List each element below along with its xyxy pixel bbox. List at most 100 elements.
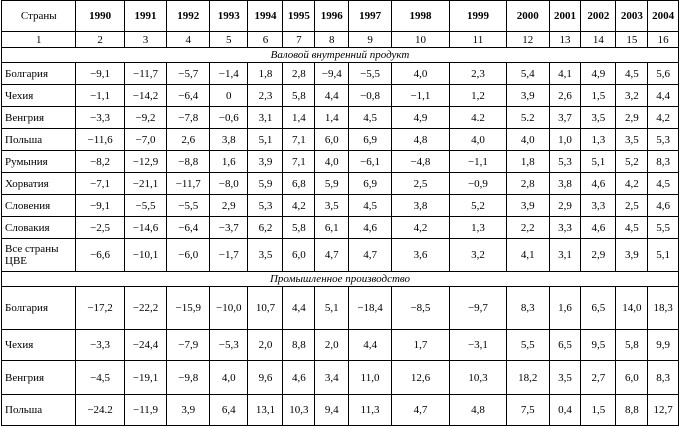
year-header: 1991 xyxy=(123,0,168,32)
table-cell: 3,5 xyxy=(247,238,284,272)
country-name: Чехия xyxy=(0,329,77,361)
table-cell: −1,4 xyxy=(209,62,249,85)
table-row: Румыния −8,2 −12,9 −8,8 1,6 3,9 7,1 4,0 −6,1 −4,8… xyxy=(0,150,679,173)
table-cell: 6,0 xyxy=(314,128,350,151)
table-cell: 4,5 xyxy=(348,194,392,217)
table-cell: 8,3 xyxy=(647,360,679,395)
table-cell: −17,2 xyxy=(75,286,125,330)
table-cell: −8,5 xyxy=(390,286,450,330)
table-cell: 6,5 xyxy=(548,329,582,361)
column-number: 9 xyxy=(348,31,392,48)
year-header: 1996 xyxy=(314,0,350,32)
table-cell: 4,0 xyxy=(390,62,450,85)
table-cell: 7,1 xyxy=(282,150,316,173)
table-cell: 4,7 xyxy=(314,238,350,272)
table-cell: 6,1 xyxy=(314,216,350,239)
year-header: 1998 xyxy=(390,0,450,32)
table-cell: 3,9 xyxy=(247,150,284,173)
table-cell: 4,9 xyxy=(580,62,617,85)
table-cell: 1,0 xyxy=(548,128,582,151)
table-cell: −11,7 xyxy=(123,62,168,85)
table-cell: −3,1 xyxy=(448,329,507,361)
table-cell: −22,2 xyxy=(123,286,168,330)
country-name: Чехия xyxy=(0,84,77,107)
table-cell: −1,7 xyxy=(209,238,249,272)
table-cell: 4,8 xyxy=(448,394,507,426)
column-number: 1 xyxy=(0,31,77,48)
table-cell: 1,5 xyxy=(580,84,617,107)
table-cell: 2,8 xyxy=(282,62,316,85)
table-cell: 2,0 xyxy=(314,329,350,361)
table-cell: 3,9 xyxy=(166,394,211,426)
country-name: Словения xyxy=(0,194,77,217)
table-row: Польша −24.2 −11,9 3,9 6,4 13,1 10,3 9,4 11,3 4,7… xyxy=(0,394,679,426)
table-row: Венгрия −3,3 −9,2 −7,8 −0,6 3,1 1,4 1,4 4,5 4,9 4.… xyxy=(0,106,679,129)
table-cell: 4,7 xyxy=(348,238,392,272)
table-cell: −0,8 xyxy=(348,84,392,107)
table-cell: 4,5 xyxy=(348,106,392,129)
table-cell: 4,1 xyxy=(505,238,550,272)
table-cell: 1,4 xyxy=(314,106,350,129)
country-name: Польша xyxy=(0,394,77,426)
year-header: 2003 xyxy=(615,0,649,32)
table-cell: 4,6 xyxy=(580,216,617,239)
column-number-row: 1 2 3 4 5 6 7 8 9 10 11 12 13 14 15 16 xyxy=(0,31,679,48)
table-cell: −3,3 xyxy=(75,106,125,129)
table-row: Болгария −17,2 −22,2 −15,9 −10,0 10,7 4,4 5,1 −1… xyxy=(0,286,679,330)
table-cell: 4.2 xyxy=(448,106,507,129)
table-cell: 2,3 xyxy=(448,62,507,85)
year-header: 2002 xyxy=(580,0,617,32)
year-header: 2004 xyxy=(647,0,679,32)
table-cell: 4,8 xyxy=(390,128,450,151)
table-cell: 1,7 xyxy=(390,329,450,361)
table-cell: 4,2 xyxy=(647,106,679,129)
table-cell: 3,2 xyxy=(448,238,507,272)
table-cell: 4,5 xyxy=(615,62,649,85)
table-cell: 4,0 xyxy=(505,128,550,151)
table-cell: 3,8 xyxy=(209,128,249,151)
table-cell: 3,8 xyxy=(548,172,582,195)
column-number: 10 xyxy=(390,31,450,48)
table-cell: 5,8 xyxy=(615,329,649,361)
table-cell: 6,0 xyxy=(282,238,316,272)
column-number: 6 xyxy=(247,31,284,48)
table-row: Болгария −9,1 −11,7 −5,7 −1,4 1,8 2,8 −9,4 −5,5 4… xyxy=(0,62,679,85)
table-row: Все страны ЦВЕ −6,6 −10,1 −6,0 −1,7 3,5 6,0 4,7… xyxy=(0,238,679,272)
table-cell: 5,5 xyxy=(505,329,550,361)
table-cell: 11,3 xyxy=(348,394,392,426)
table-cell: 7,5 xyxy=(505,394,550,426)
column-number: 3 xyxy=(123,31,168,48)
section-title: Валовой внутренний продукт xyxy=(1,47,679,63)
table-cell: 9,4 xyxy=(314,394,350,426)
table-cell: 0,4 xyxy=(548,394,582,426)
table-row: Словения −9,1 −5,5 −5,5 2,9 5,3 4,2 3,5 4,5 3,8 5,… xyxy=(0,194,679,217)
table-cell: 4,1 xyxy=(548,62,582,85)
column-number: 4 xyxy=(166,31,211,48)
table-cell: 4,9 xyxy=(390,106,450,129)
table-cell: −6,4 xyxy=(166,84,211,107)
table-cell: −4,8 xyxy=(390,150,450,173)
country-name: Хорватия xyxy=(0,172,77,195)
table-cell: 14,0 xyxy=(615,286,649,330)
year-header: 1994 xyxy=(247,0,284,32)
table-cell: −14,2 xyxy=(123,84,168,107)
table-cell: −24.2 xyxy=(75,394,125,426)
table-cell: 2,9 xyxy=(209,194,249,217)
table-cell: −12,9 xyxy=(123,150,168,173)
table-cell: 5,5 xyxy=(647,216,679,239)
table-cell: 4,4 xyxy=(282,286,316,330)
table-cell: −21,1 xyxy=(123,172,168,195)
table-row: Венгрия −4,5 −19,1 −9,8 4,0 9,6 4,6 3,4 11,0 12,6… xyxy=(0,360,679,395)
table-cell: 5,4 xyxy=(505,62,550,85)
table-cell: 6,9 xyxy=(348,128,392,151)
table-cell: 3,3 xyxy=(580,194,617,217)
table-cell: −5,5 xyxy=(348,62,392,85)
table-cell: 2,6 xyxy=(166,128,211,151)
table-cell: −11,9 xyxy=(123,394,168,426)
table-cell: 5,3 xyxy=(647,128,679,151)
table-cell: 13,1 xyxy=(247,394,284,426)
table-cell: 3,5 xyxy=(314,194,350,217)
table-cell: 1,3 xyxy=(580,128,617,151)
table-cell: 1,3 xyxy=(448,216,507,239)
table-cell: 4,6 xyxy=(580,172,617,195)
